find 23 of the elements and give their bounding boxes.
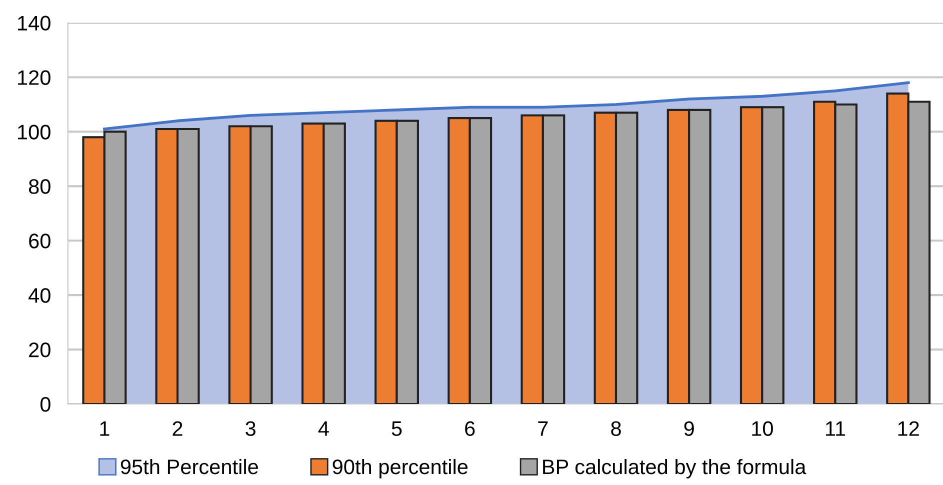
y-tick-label: 40 — [28, 288, 50, 303]
y-tick-label: 140 — [18, 16, 50, 31]
y-tick-label: 0 — [40, 397, 50, 412]
y-tick-label: 120 — [18, 70, 50, 86]
x-tick-label: 11 — [826, 421, 846, 436]
x-tick-label: 1 — [100, 421, 110, 436]
x-tick-label: 9 — [684, 421, 694, 436]
y-tick-label: 80 — [28, 179, 50, 194]
y-tick-label: 20 — [29, 342, 50, 358]
x-tick-label: 7 — [538, 421, 548, 436]
legend-label: BP calculated by the formula — [543, 458, 806, 478]
x-tick-label: 10 — [752, 421, 773, 436]
legend-label: 90th percentile — [332, 458, 468, 478]
x-tick-label: 12 — [898, 421, 919, 436]
x-tick-label: 6 — [465, 421, 475, 436]
x-tick-label: 3 — [246, 421, 256, 436]
x-tick-label: 5 — [392, 421, 402, 436]
x-tick-label: 8 — [611, 421, 621, 436]
x-tick-label: 2 — [172, 421, 182, 436]
y-tick-label: 100 — [18, 124, 50, 140]
y-tick-label: 60 — [29, 234, 50, 248]
x-tick-label: 4 — [318, 421, 329, 436]
legend-label: 95th Percentile — [120, 458, 258, 474]
